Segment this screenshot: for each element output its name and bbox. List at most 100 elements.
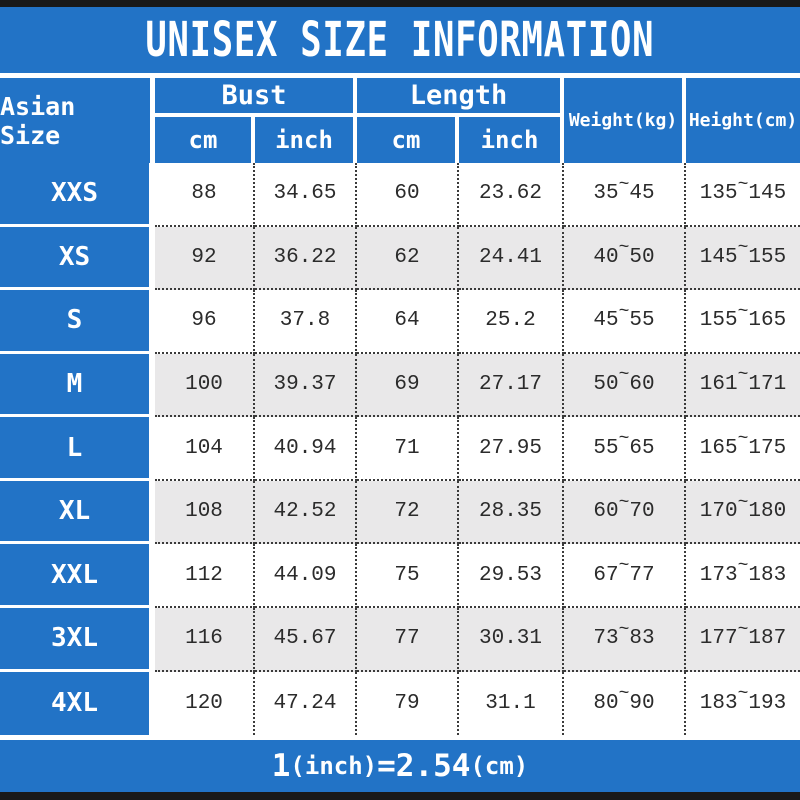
height-range-cell: 183 ~ 193 [686, 672, 800, 736]
header-asian-size: Asian Size [0, 78, 155, 163]
tilde: ~ [618, 365, 630, 386]
length-cm-cell: 62 [357, 226, 459, 291]
weight-min: 60 [593, 500, 619, 524]
bust-cm-cell: 100 [155, 353, 255, 418]
bust-inch-cell: 37.8 [255, 290, 357, 354]
table-row-l: L 104 40.94 71 27.95 55 ~ 65 165 ~ 175 [0, 417, 800, 481]
size-cell: 3XL [0, 607, 155, 672]
table-row-xs: XS 92 36.22 62 24.41 40 ~ 50 145 ~ 155 [0, 226, 800, 291]
weight-range-cell: 55 ~ 65 [564, 417, 686, 481]
tilde: ~ [737, 174, 749, 195]
length-cm-cell: 72 [357, 480, 459, 545]
weight-range-cell: 45 ~ 55 [564, 290, 686, 354]
tilde: ~ [737, 365, 749, 386]
weight-min: 67 [593, 563, 619, 587]
tilde: ~ [737, 301, 749, 322]
weight-min: 40 [593, 245, 619, 269]
bust-cm-cell: 96 [155, 290, 255, 354]
tilde: ~ [737, 238, 749, 259]
bust-cm-cell: 92 [155, 226, 255, 291]
length-inch-cell: 23.62 [459, 163, 564, 227]
bust-cm-cell: 112 [155, 544, 255, 608]
weight-min: 35 [593, 182, 619, 206]
tilde: ~ [618, 174, 630, 195]
bust-cm-cell: 116 [155, 607, 255, 672]
weight-max: 50 [629, 245, 655, 269]
footer-text: 1 [271, 748, 291, 784]
height-range-cell: 173 ~ 183 [686, 544, 800, 608]
weight-min: 80 [593, 691, 619, 715]
bust-inch-cell: 44.09 [255, 544, 357, 608]
header-height: Height(cm) [688, 110, 798, 131]
bust-inch-cell: 39.37 [255, 353, 357, 418]
size-cell: 4XL [0, 671, 155, 736]
length-cm-cell: 64 [357, 290, 459, 354]
height-range-cell: 165 ~ 175 [686, 417, 800, 481]
weight-range-cell: 73 ~ 83 [564, 607, 686, 672]
header-weight: Weight(kg) [564, 78, 686, 163]
length-cm-cell: 79 [357, 671, 459, 736]
table-row-xxs: XXS 88 34.65 60 23.62 35 ~ 45 135 ~ 145 [0, 163, 800, 227]
height-range-cell: 161 ~ 171 [686, 353, 800, 418]
weight-max: 83 [629, 627, 655, 651]
weight-range-cell: 40 ~ 50 [564, 226, 686, 291]
height-min: 145 [699, 245, 738, 269]
height-max: 165 [748, 309, 787, 333]
bust-cm-cell: 120 [155, 671, 255, 736]
size-cell: XS [0, 226, 155, 291]
tilde: ~ [737, 684, 749, 705]
header-bust-cm: cm [155, 117, 255, 163]
height-max: 180 [748, 500, 787, 524]
footer-separator [0, 735, 800, 740]
tilde: ~ [737, 429, 749, 450]
height-range-cell: 145 ~ 155 [686, 226, 800, 291]
weight-min: 50 [593, 372, 619, 396]
footer-band: 1 (inch) = 2.54 (cm) [0, 740, 800, 792]
footer-text: (cm) [470, 752, 529, 780]
table-header: Asian Size Bust Length Weight(kg) Height… [0, 78, 800, 163]
table-row-3xl: 3XL 116 45.67 77 30.31 73 ~ 83 177 ~ 187 [0, 607, 800, 672]
height-min: 177 [699, 627, 738, 651]
length-inch-cell: 25.2 [459, 290, 564, 354]
length-inch-cell: 24.41 [459, 226, 564, 291]
weight-range-cell: 35 ~ 45 [564, 163, 686, 227]
bust-inch-cell: 36.22 [255, 226, 357, 291]
height-min: 165 [699, 436, 738, 460]
height-max: 175 [748, 436, 787, 460]
header-bust: Bust [155, 78, 357, 117]
header-length: Length [357, 78, 564, 117]
footer-text: (inch) [290, 752, 378, 780]
bust-cm-cell: 108 [155, 480, 255, 545]
size-cell: L [0, 417, 155, 481]
size-cell: XL [0, 480, 155, 545]
length-cm-cell: 77 [357, 607, 459, 672]
height-max: 171 [748, 372, 787, 396]
weight-min: 73 [593, 627, 619, 651]
tilde: ~ [618, 556, 630, 577]
length-inch-cell: 31.1 [459, 671, 564, 736]
weight-range-cell: 80 ~ 90 [564, 671, 686, 736]
weight-max: 55 [629, 309, 655, 333]
length-cm-cell: 75 [357, 544, 459, 608]
table-row-xl: XL 108 42.52 72 28.35 60 ~ 70 170 ~ 180 [0, 480, 800, 545]
tilde: ~ [618, 429, 630, 450]
bust-inch-cell: 47.24 [255, 671, 357, 736]
weight-max: 60 [629, 372, 655, 396]
length-cm-cell: 69 [357, 353, 459, 418]
height-max: 183 [748, 563, 787, 587]
weight-max: 77 [629, 563, 655, 587]
length-inch-cell: 28.35 [459, 480, 564, 545]
top-black-bar [0, 0, 800, 7]
height-max: 187 [748, 627, 787, 651]
weight-max: 90 [629, 691, 655, 715]
height-max: 145 [748, 182, 787, 206]
bust-cm-cell: 88 [155, 163, 255, 227]
weight-max: 65 [629, 436, 655, 460]
tilde: ~ [618, 684, 630, 705]
height-range-cell: 170 ~ 180 [686, 480, 800, 545]
header-length-cm: cm [357, 117, 459, 163]
height-min: 135 [699, 182, 738, 206]
length-cm-cell: 71 [357, 417, 459, 481]
weight-range-cell: 60 ~ 70 [564, 480, 686, 545]
length-inch-cell: 30.31 [459, 607, 564, 672]
